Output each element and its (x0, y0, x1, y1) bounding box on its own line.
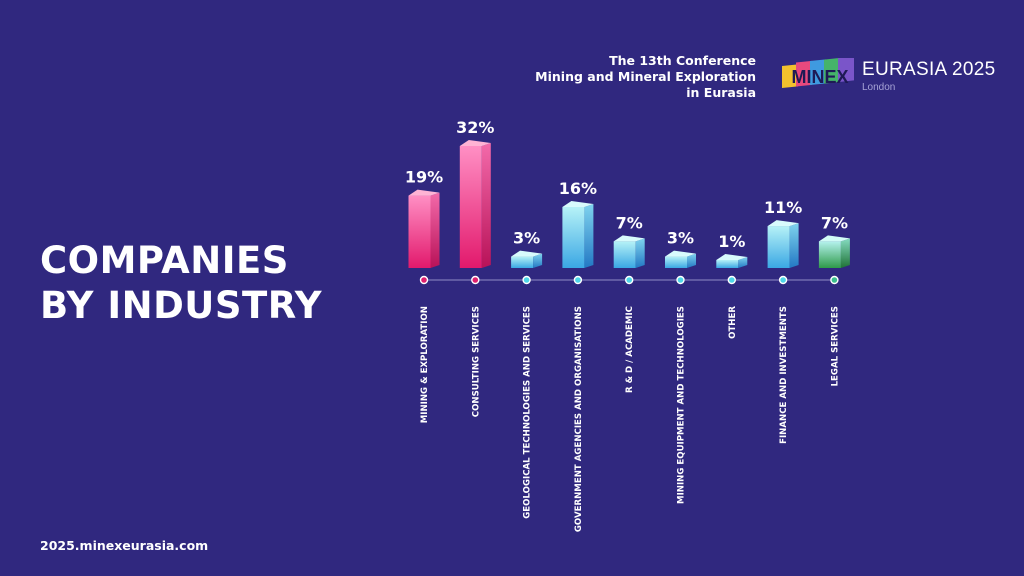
category-label: R & D / ACADEMIC (625, 306, 635, 393)
axis-marker-dot (729, 277, 735, 283)
conference-title-line: in Eurasia (686, 85, 756, 100)
conference-title-line: The 13th Conference (609, 53, 756, 68)
bar-value-label: 16% (559, 179, 597, 198)
category-label: OTHER (728, 306, 738, 339)
bar (408, 189, 440, 268)
bar (665, 250, 696, 268)
bar-front (665, 256, 687, 268)
page-title-line: BY INDUSTRY (40, 284, 322, 327)
conference-title-line: Mining and Mineral Exploration (535, 69, 756, 84)
logo-mark-text: MINEX (791, 67, 848, 87)
bar-top (665, 250, 696, 257)
axis-marker-dot (831, 277, 838, 283)
website-url: 2025.minexeurasia.com (40, 538, 209, 553)
bar-side (635, 238, 645, 268)
bar-top (716, 254, 748, 260)
bar-value-label: 11% (764, 198, 802, 217)
category-label: CONSULTING SERVICES (471, 306, 481, 417)
bar-side (687, 253, 696, 268)
minex-logo: MINEX EURASIA 2025 London (782, 58, 1012, 98)
bar-side (584, 204, 594, 268)
axis-marker-dot (472, 277, 479, 283)
bar-top (408, 189, 440, 196)
bar-side (430, 192, 440, 268)
bar-side (840, 238, 850, 268)
bar-side (738, 257, 748, 268)
bar-top (613, 235, 645, 242)
bar-front (511, 256, 534, 268)
bar-value-label: 7% (616, 213, 643, 232)
bar-value-label: 7% (821, 213, 848, 232)
page-title-line: COMPANIES (40, 239, 289, 282)
bar-front (818, 241, 841, 268)
bar-front (716, 260, 739, 268)
bar (613, 235, 645, 268)
bar-front (613, 241, 636, 268)
minex-logo-mark: MINEX (782, 58, 854, 88)
bar-top (562, 201, 594, 207)
bar (562, 201, 594, 268)
category-label: MINING & EXPLORATION (420, 306, 430, 423)
bar (511, 250, 543, 268)
conference-title: The 13th Conference Mining and Mineral E… (535, 53, 756, 101)
bar-side (789, 223, 799, 268)
bar-top (459, 140, 491, 146)
bar-value-label: 32% (456, 118, 494, 137)
logo-event-name: EURASIA 2025 (862, 59, 996, 80)
bar-front (459, 146, 482, 268)
bar-value-label: 3% (667, 229, 694, 248)
logo-city: London (862, 82, 896, 93)
axis-marker-dot (780, 277, 786, 283)
axis-marker-dot (677, 277, 684, 283)
axis-marker-dot (575, 277, 581, 283)
bar (818, 235, 850, 268)
category-label: MINING EQUIPMENT AND TECHNOLOGIES (677, 306, 687, 504)
bar-side (481, 143, 491, 268)
bar-front (408, 195, 431, 268)
bar-value-label: 1% (718, 232, 745, 251)
bar-top (511, 250, 543, 257)
bar-top (818, 235, 850, 242)
category-label: FINANCE AND INVESTMENTS (779, 306, 789, 444)
category-label: GEOLOGICAL TECHNOLOGIES AND SERVICES (523, 306, 533, 519)
category-label: GOVERNMENT AGENCIES AND ORGANISATIONS (574, 306, 584, 532)
bar (767, 220, 799, 268)
bar-side (533, 253, 543, 268)
bar-front (562, 207, 585, 268)
page-title: COMPANIES BY INDUSTRY (40, 238, 322, 328)
bar-front (767, 226, 790, 268)
axis-marker-dot (421, 277, 427, 283)
bar (716, 254, 748, 268)
bar-value-label: 19% (405, 168, 443, 187)
axis-marker-dot (626, 277, 632, 283)
category-label: LEGAL SERVICES (830, 306, 840, 386)
axis-marker-dot (523, 277, 530, 283)
bar-value-label: 3% (513, 229, 540, 248)
bar (459, 140, 491, 268)
bar-top (767, 220, 799, 227)
